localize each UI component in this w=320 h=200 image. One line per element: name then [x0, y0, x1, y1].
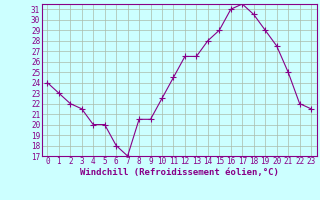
X-axis label: Windchill (Refroidissement éolien,°C): Windchill (Refroidissement éolien,°C): [80, 168, 279, 177]
